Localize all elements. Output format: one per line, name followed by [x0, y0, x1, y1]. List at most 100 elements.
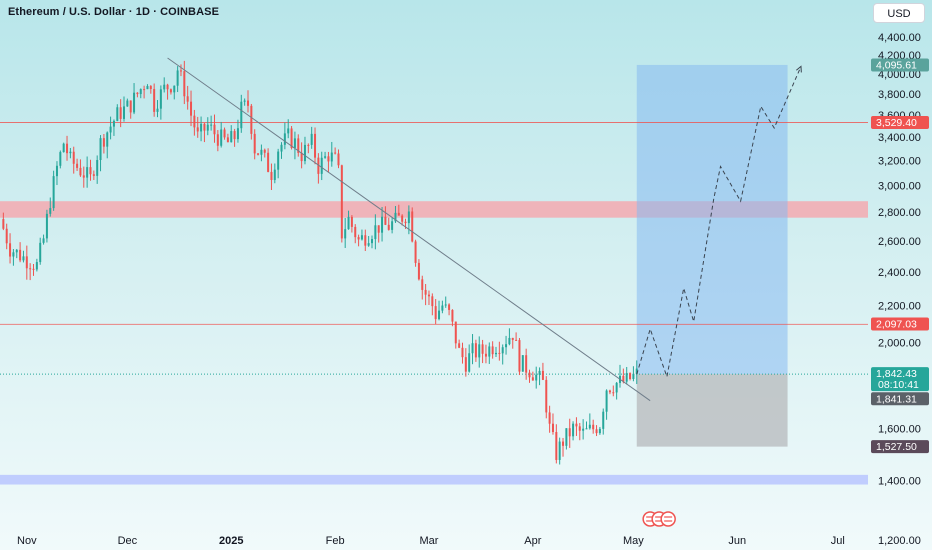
- candle-body: [625, 373, 628, 382]
- candle-body: [377, 225, 380, 233]
- time-tick-label: May: [623, 535, 644, 547]
- candle-body: [397, 212, 400, 216]
- candle-body: [66, 143, 69, 154]
- price-tick-label: 3,200.00: [878, 155, 921, 167]
- candle-body: [615, 382, 618, 393]
- candle-body: [52, 176, 55, 209]
- candle-body: [190, 101, 193, 116]
- candle-body: [575, 423, 578, 427]
- candle-body: [427, 294, 430, 297]
- price-tags-layer: 4,095.61 3,529.40 2,097.03 1,842.4308:10:41…: [871, 58, 929, 454]
- time-tick-label: Dec: [118, 535, 138, 547]
- price-tick-label: 4,400.00: [878, 32, 921, 44]
- candle-body: [330, 152, 333, 162]
- candle-body: [169, 89, 172, 93]
- price-tag-label: 2,097.03: [876, 318, 917, 330]
- candle-body: [166, 84, 169, 90]
- candle-body: [324, 156, 327, 158]
- candle-body: [632, 373, 635, 380]
- candle-body: [438, 310, 441, 320]
- price-tick-label: 1,200.00: [878, 535, 921, 547]
- candle-body: [370, 239, 374, 244]
- candle-body: [270, 171, 273, 181]
- candle-body: [230, 131, 233, 143]
- price-tag-label: 3,529.40: [876, 117, 917, 129]
- candle-body: [240, 101, 243, 129]
- candle-body: [300, 152, 303, 162]
- candle-body: [391, 221, 394, 230]
- candle-body: [629, 373, 632, 380]
- candle-body: [461, 347, 464, 358]
- price-tick-label: 4,000.00: [878, 69, 921, 81]
- candle-body: [407, 211, 410, 224]
- candle-body: [106, 132, 109, 147]
- candle-body: [233, 131, 236, 140]
- candle-body: [109, 126, 112, 133]
- candle-body: [246, 100, 250, 106]
- candle-body: [307, 144, 310, 146]
- candle-body: [488, 346, 491, 357]
- candle-body: [431, 296, 434, 307]
- candle-body: [25, 256, 28, 269]
- event-flag-icon: [660, 511, 676, 527]
- candle-body: [605, 390, 608, 412]
- price-axis[interactable]: 1,200.001,400.001,600.001,800.002,000.00…: [878, 32, 921, 547]
- candle-body: [15, 249, 18, 253]
- candle-body: [200, 123, 203, 132]
- candle-body: [468, 353, 471, 372]
- candle-body: [277, 151, 280, 170]
- price-tag-bg: [871, 58, 929, 72]
- price-tag-countdown: 08:10:41: [878, 379, 919, 391]
- candle-body: [69, 151, 72, 154]
- target-box: [636, 64, 788, 375]
- time-axis[interactable]: Nov Dec 2025 Feb Mar Apr May Jun Jul: [17, 535, 845, 547]
- candle-body: [203, 123, 206, 131]
- candle-body: [327, 156, 330, 162]
- candle-body: [99, 138, 102, 160]
- candle-body: [72, 151, 75, 164]
- candle-body: [297, 138, 300, 153]
- position-boxes-layer: [636, 64, 788, 447]
- candle-body: [454, 321, 457, 344]
- candle-body: [76, 163, 79, 168]
- candle-body: [314, 133, 317, 158]
- candle-body: [196, 127, 199, 132]
- candle-body: [508, 337, 511, 345]
- time-tick-label: Mar: [419, 535, 438, 547]
- candle-body: [290, 128, 293, 148]
- candle-body: [474, 343, 477, 358]
- candle-body: [183, 71, 186, 97]
- candle-body: [220, 129, 223, 146]
- candle-body: [129, 100, 132, 113]
- candle-body: [287, 128, 290, 134]
- price-tag-bg: [871, 392, 929, 406]
- candle-body: [45, 213, 48, 239]
- time-tick-label: Feb: [326, 535, 345, 547]
- candle-body: [434, 306, 437, 320]
- price-tag: 2,097.03: [871, 317, 929, 331]
- candle-body: [119, 107, 122, 119]
- candle-body: [528, 372, 531, 378]
- event-icons-layer[interactable]: [642, 511, 676, 527]
- price-tick-label: 1,600.00: [878, 424, 921, 436]
- candle-body: [35, 262, 38, 270]
- time-tick-label: 2025: [219, 535, 243, 547]
- candle-body: [79, 167, 82, 176]
- currency-button[interactable]: USD: [873, 3, 925, 23]
- level-lines-layer: [0, 122, 868, 375]
- candle-body: [303, 144, 306, 162]
- candle-body: [578, 426, 581, 431]
- candle-body: [216, 134, 219, 146]
- candle-body: [417, 262, 420, 280]
- candle-body: [317, 157, 320, 174]
- candles-layer: [2, 60, 638, 465]
- candle-body: [478, 344, 481, 358]
- candle-body: [5, 228, 8, 244]
- candle-body: [572, 423, 575, 437]
- projection-path: [636, 66, 802, 379]
- candle-body: [149, 86, 152, 90]
- candle-body: [320, 157, 323, 174]
- price-tag-label: 1,527.50: [876, 441, 917, 453]
- candle-body: [32, 268, 35, 270]
